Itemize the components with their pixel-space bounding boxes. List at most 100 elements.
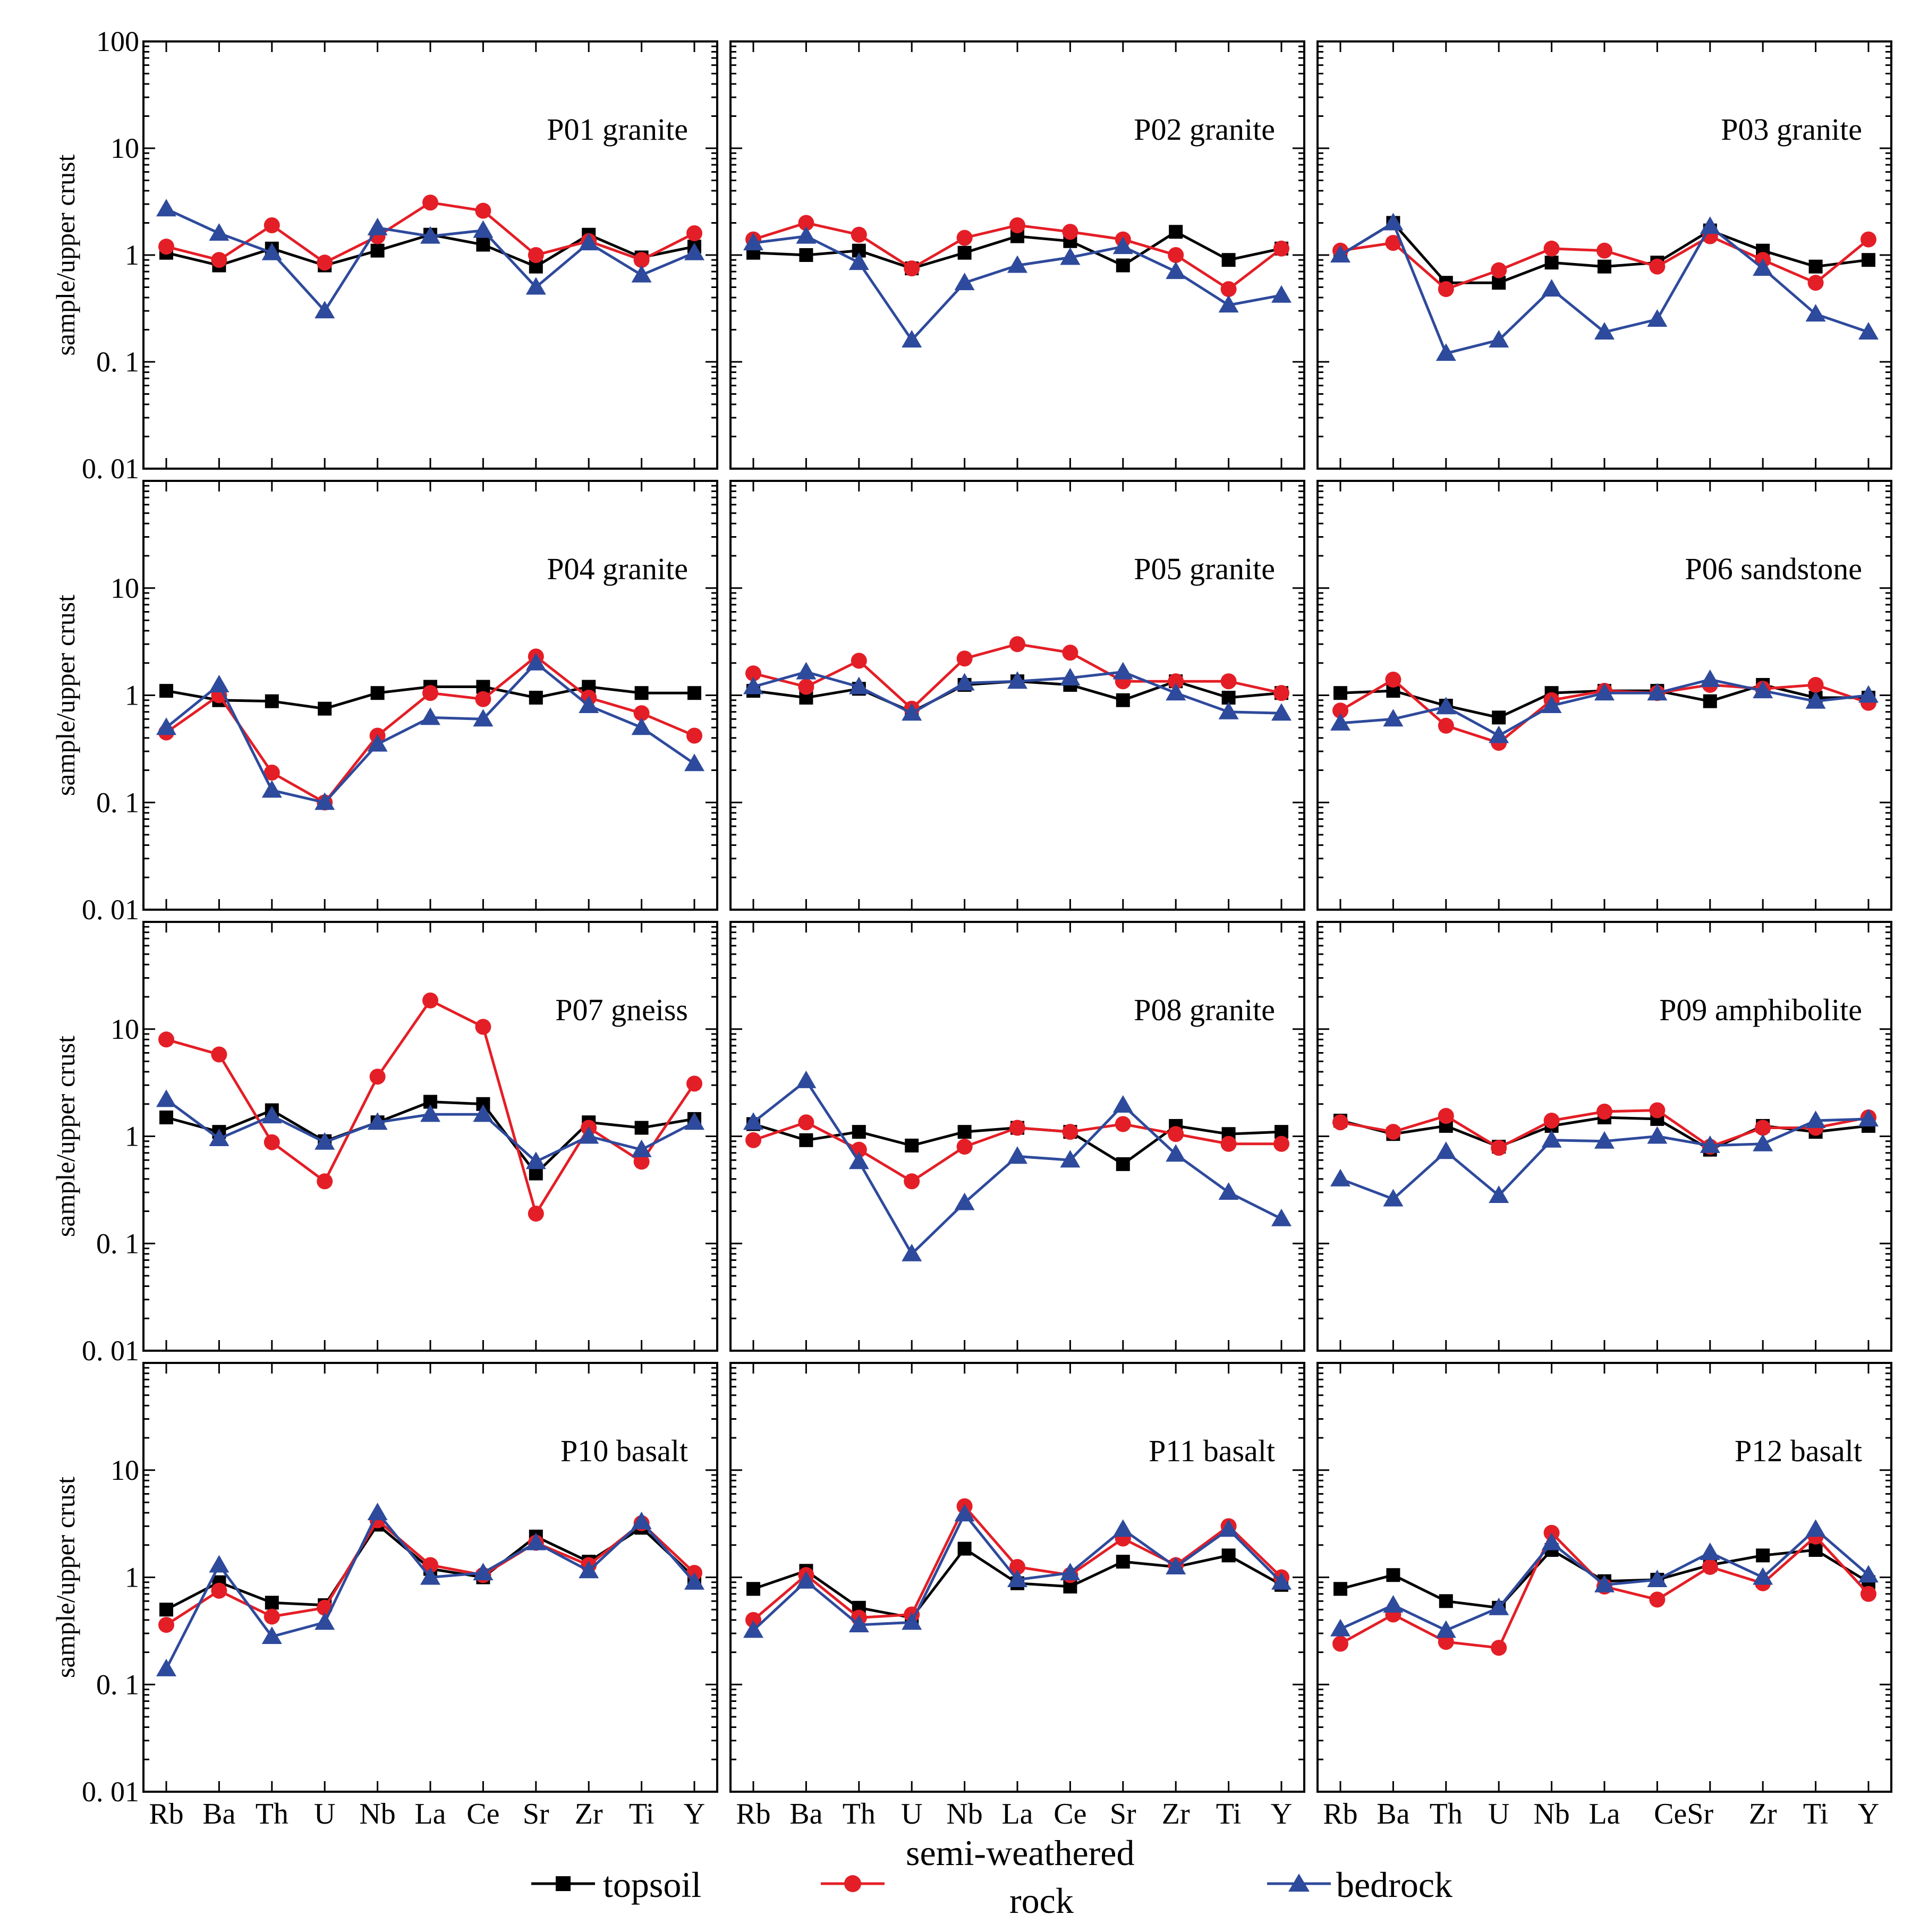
- marker-semi-weathered: [956, 1139, 973, 1155]
- marker-bedrock: [1858, 685, 1879, 703]
- marker-topsoil: [159, 1110, 173, 1124]
- marker-topsoil: [318, 701, 332, 716]
- marker-semi-weathered: [475, 691, 491, 707]
- y-tick-label: 10: [111, 1013, 139, 1045]
- marker-bedrock: [1700, 1135, 1720, 1153]
- marker-semi-weathered: [956, 650, 973, 667]
- marker-bedrock: [420, 707, 440, 725]
- marker-bedrock: [156, 1089, 176, 1107]
- marker-bedrock: [261, 1106, 282, 1124]
- panel-title: P03 granite: [1721, 112, 1862, 147]
- marker-bedrock: [156, 717, 176, 735]
- marker-bedrock: [684, 1112, 704, 1130]
- marker-bedrock: [631, 265, 652, 283]
- marker-bedrock: [1112, 662, 1133, 680]
- marker-semi-weathered: [528, 247, 544, 263]
- marker-topsoil: [1116, 1157, 1130, 1171]
- marker-semi-weathered: [422, 992, 438, 1009]
- panel-11: Rb Ba Th U Nb La Ce Sr Zr Ti Y P11 basalt: [729, 1362, 1305, 1831]
- marker-bedrock: [367, 217, 388, 235]
- marker-bedrock: [902, 1243, 922, 1261]
- marker-semi-weathered: [422, 685, 438, 701]
- panel-title: P09 amphibolite: [1659, 993, 1862, 1027]
- marker-semi-weathered: [1062, 224, 1078, 240]
- x-tick-label: Zr: [1162, 1798, 1190, 1831]
- plot-frame: [729, 921, 1305, 1352]
- marker-bedrock: [1489, 329, 1509, 348]
- marker-bedrock: [261, 780, 282, 798]
- marker-bedrock: [684, 1572, 704, 1590]
- marker-bedrock: [1112, 1095, 1133, 1113]
- marker-semi-weathered: [1807, 676, 1824, 693]
- legend-marker-semi: [844, 1875, 861, 1892]
- x-tick-label: U: [314, 1798, 335, 1831]
- y-tick-label: 1: [125, 1121, 139, 1153]
- marker-topsoil: [1756, 1548, 1770, 1563]
- marker-bedrock: [315, 301, 335, 319]
- marker-bedrock: [1858, 321, 1879, 340]
- x-tick-label: Ce: [466, 1798, 499, 1831]
- marker-semi-weathered: [158, 1617, 174, 1633]
- y-tick-label: 0. 1: [96, 1227, 139, 1259]
- marker-bedrock: [1858, 1565, 1879, 1583]
- marker-semi-weathered: [798, 215, 814, 231]
- y-tick-label: 0. 1: [96, 346, 139, 378]
- marker-bedrock: [1007, 1569, 1027, 1587]
- marker-bedrock: [525, 1151, 546, 1170]
- marker-semi-weathered: [422, 194, 438, 211]
- marker-topsoil: [1333, 1582, 1347, 1596]
- marker-semi-weathered: [1385, 672, 1401, 688]
- marker-bedrock: [1435, 1620, 1456, 1638]
- marker-semi-weathered: [1491, 1140, 1507, 1156]
- marker-bedrock: [1700, 1543, 1720, 1561]
- x-tick-label: La: [1001, 1798, 1033, 1831]
- marker-semi-weathered: [1168, 673, 1184, 690]
- marker-semi-weathered: [528, 1206, 544, 1222]
- marker-bedrock: [1218, 701, 1239, 719]
- marker-topsoil: [159, 684, 173, 698]
- marker-semi-weathered: [1273, 685, 1289, 701]
- x-tick-label: Ce: [1054, 1798, 1086, 1831]
- marker-semi-weathered: [264, 1608, 280, 1625]
- marker-bedrock: [1647, 309, 1668, 327]
- marker-semi-weathered: [475, 202, 491, 219]
- marker-bedrock: [1166, 1144, 1186, 1162]
- marker-semi-weathered: [1168, 247, 1184, 263]
- x-tick-label: Rb: [736, 1798, 770, 1831]
- marker-bedrock: [1541, 279, 1562, 297]
- legend-label-semi-line1: semi-weathered: [906, 1833, 1134, 1873]
- marker-bedrock: [848, 676, 869, 694]
- y-tick-label: 0. 01: [82, 1335, 139, 1367]
- y-tick-label: 10: [111, 132, 139, 164]
- marker-bedrock: [1166, 683, 1186, 701]
- panel-title: P08 granite: [1134, 993, 1275, 1027]
- marker-topsoil: [1169, 225, 1183, 239]
- marker-bedrock: [796, 1571, 817, 1589]
- marker-semi-weathered: [1755, 1120, 1771, 1136]
- marker-topsoil: [957, 1125, 972, 1139]
- legend-item-topsoil: topsoil: [531, 1865, 701, 1905]
- y-tick-label: 0. 01: [82, 1776, 139, 1808]
- marker-semi-weathered: [1385, 1124, 1401, 1140]
- marker-bedrock: [954, 673, 975, 691]
- marker-bedrock: [1805, 1111, 1826, 1129]
- marker-topsoil: [370, 686, 385, 700]
- x-tick-label: Rb: [1323, 1798, 1357, 1831]
- legend-marker-topsoil: [556, 1876, 571, 1891]
- x-tick-label: U: [901, 1798, 922, 1831]
- marker-topsoil: [1116, 693, 1130, 707]
- marker-bedrock: [631, 1139, 652, 1157]
- marker-bedrock: [1166, 261, 1186, 279]
- marker-semi-weathered: [798, 679, 814, 695]
- y-tick-label: 100: [96, 26, 139, 57]
- marker-topsoil: [905, 1138, 919, 1153]
- panel-5: P05 granite: [729, 480, 1305, 911]
- marker-topsoil: [159, 1603, 173, 1617]
- marker-bedrock: [848, 1151, 869, 1170]
- marker-semi-weathered: [1332, 702, 1348, 719]
- marker-semi-weathered: [422, 1557, 438, 1573]
- marker-bedrock: [1435, 1141, 1456, 1159]
- x-tick-label: Y: [1858, 1798, 1879, 1831]
- marker-semi-weathered: [211, 252, 227, 268]
- marker-bedrock: [1753, 1133, 1773, 1151]
